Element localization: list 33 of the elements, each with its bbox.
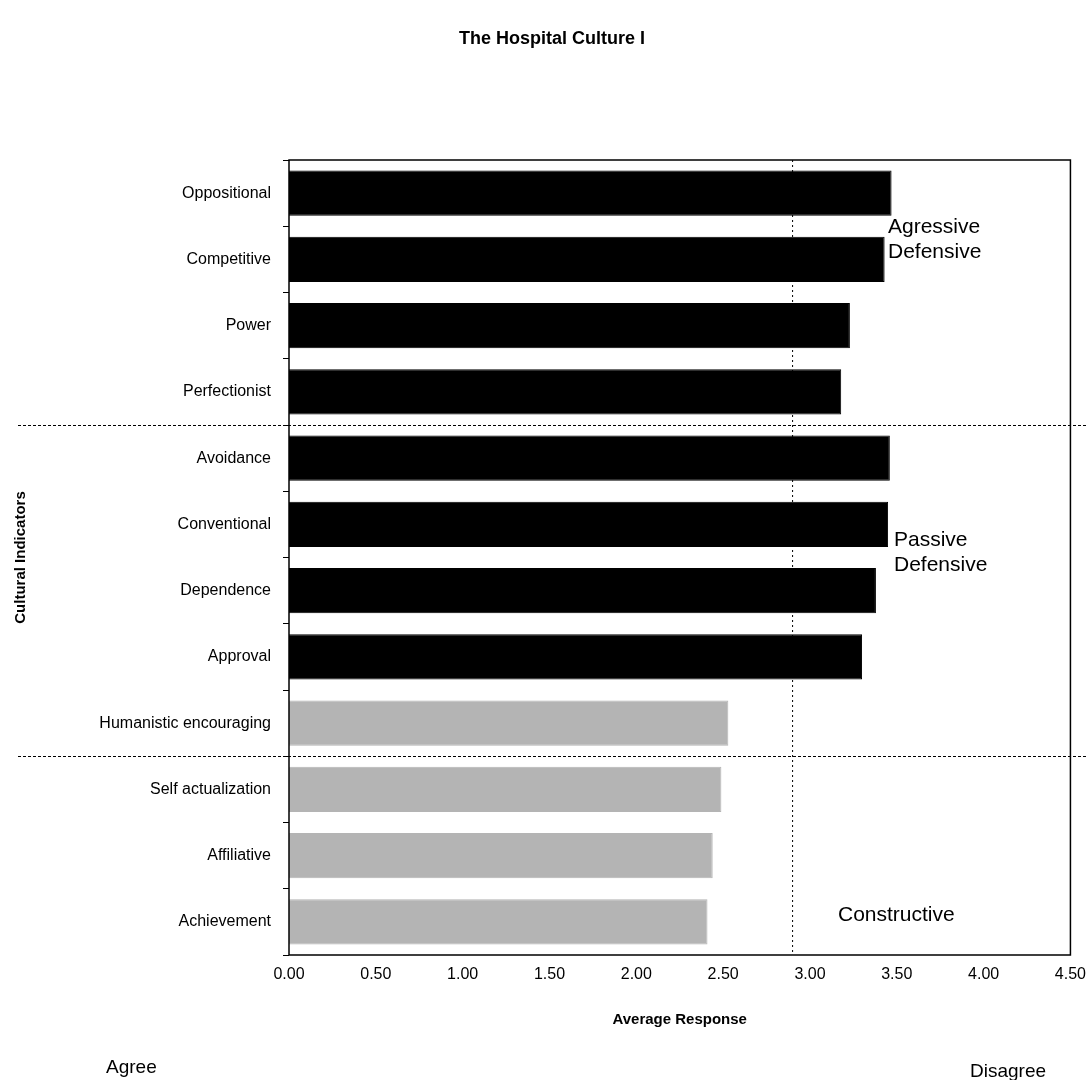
text: Agree [106, 1056, 158, 1079]
bar [289, 700, 729, 746]
x-tick-label: 3.00 [794, 965, 826, 983]
y-tick-label: Conventional [177, 514, 271, 532]
y-tick-label: Oppositional [182, 183, 271, 201]
annotation: Passive Defensive [894, 526, 989, 577]
x-tick-label: 2.00 [620, 965, 652, 983]
y-tick-label: Self actualization [150, 779, 271, 797]
x-tick-label: 0.00 [273, 965, 305, 983]
x-tick-label: 4.50 [1054, 965, 1087, 983]
y-tick-label: Perfectionist [182, 382, 272, 400]
y-tick-label: Power [225, 316, 272, 334]
x-tick-label: 2.50 [707, 965, 739, 983]
x-tick-label: 0.50 [360, 965, 392, 983]
y-tick-label: Approval [207, 647, 271, 665]
y-tick-label: Competitive [186, 249, 272, 267]
y-tick-label: Dependence [180, 581, 272, 599]
annotation: Constructive [838, 901, 956, 927]
y-tick-label: Affiliative [207, 846, 272, 864]
y-axis-title: Cultural Indicators [11, 491, 29, 624]
chart-title: The Hospital Culture I [458, 28, 646, 49]
y-tick-label: Humanistic encouraging [99, 713, 271, 731]
y-tick-label: Achievement [178, 912, 272, 930]
annotation: Agressive Defensive [888, 213, 983, 264]
bar [289, 766, 722, 812]
x-tick-label: 3.50 [881, 965, 913, 983]
x-axis-title: Average Response [612, 1010, 747, 1028]
y-tick-label: Avoidance [196, 448, 272, 466]
bar [289, 833, 713, 879]
x-tick-label: 1.50 [533, 965, 566, 983]
x-tick-label: 4.00 [968, 965, 1000, 983]
bar [289, 899, 708, 945]
x-tick-label: 1.00 [447, 965, 479, 983]
